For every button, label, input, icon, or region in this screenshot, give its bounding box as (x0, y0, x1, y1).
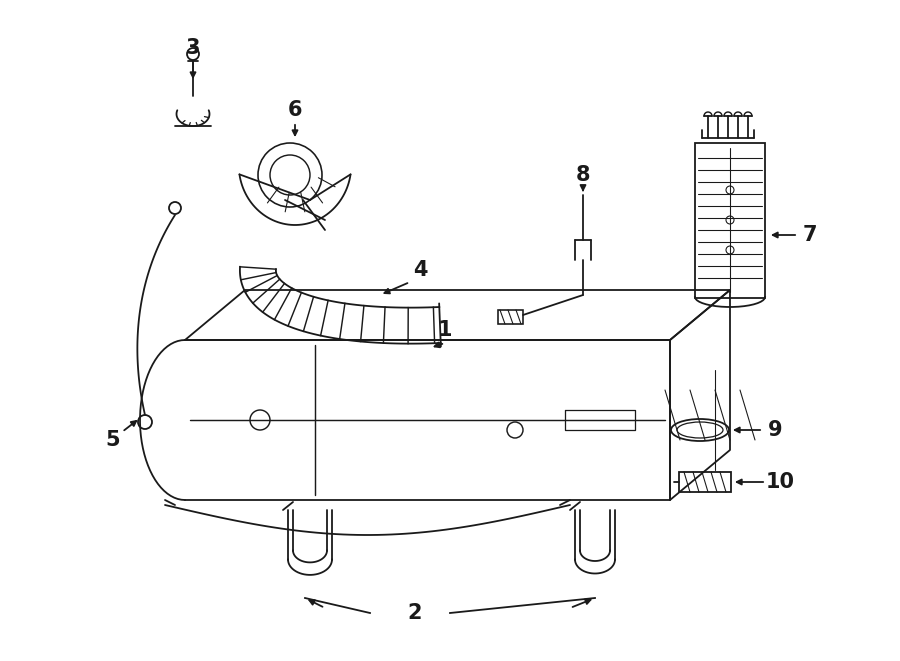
Text: 7: 7 (803, 225, 817, 245)
Text: 3: 3 (185, 38, 200, 58)
Text: 6: 6 (288, 100, 302, 120)
Bar (498, 310, 523, 324)
Bar (679, 472, 731, 492)
Text: 1: 1 (437, 320, 452, 340)
Text: 5: 5 (105, 430, 121, 450)
Text: 10: 10 (766, 472, 795, 492)
Text: 4: 4 (413, 260, 428, 280)
Text: 8: 8 (576, 165, 590, 185)
Text: 9: 9 (768, 420, 782, 440)
Bar (695, 143, 765, 298)
Text: 2: 2 (408, 603, 422, 623)
